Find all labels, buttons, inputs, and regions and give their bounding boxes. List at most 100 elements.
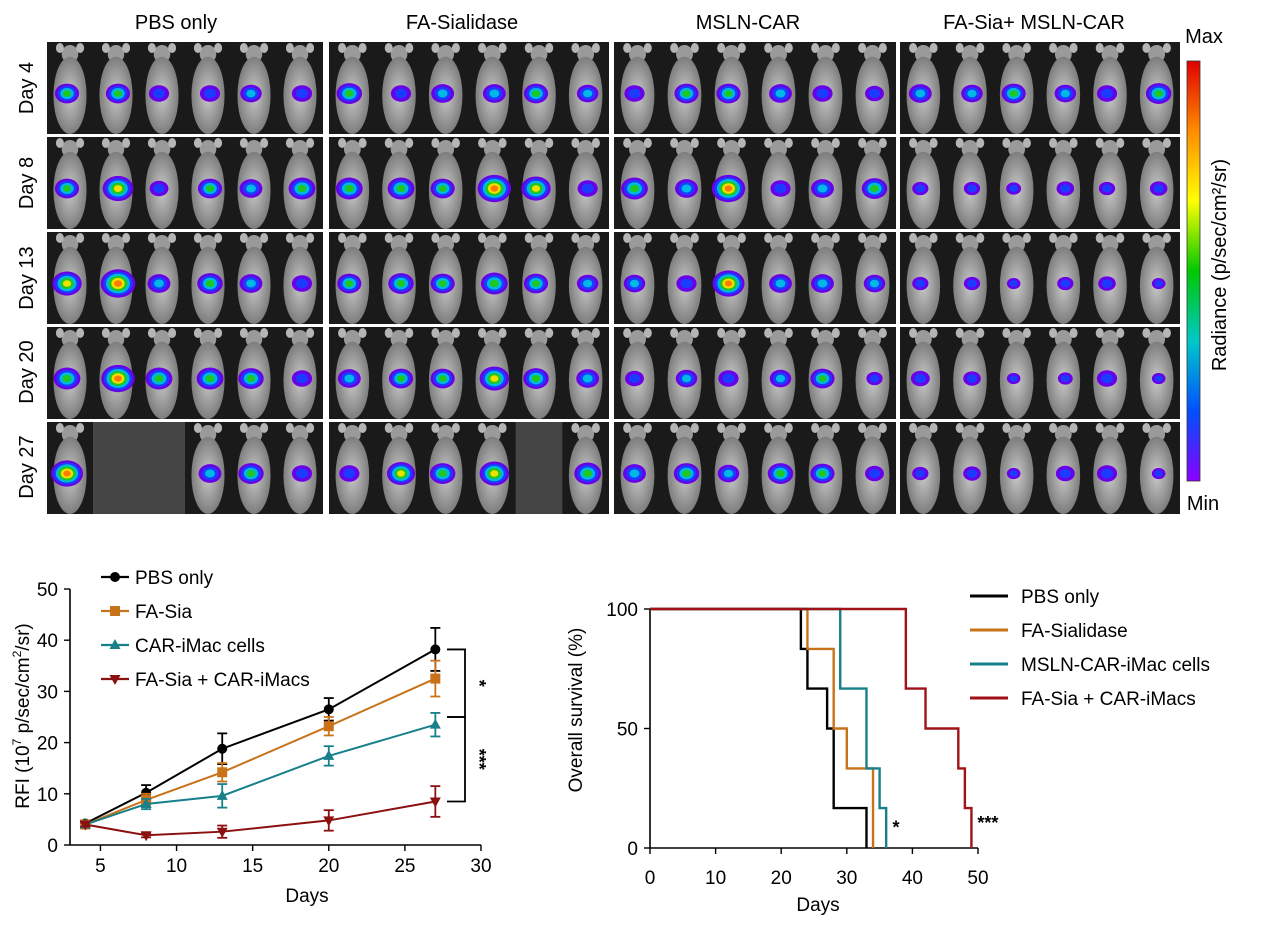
bioluminescence-signal (101, 364, 135, 393)
mouse-image (475, 328, 510, 419)
mouse-image (620, 233, 655, 324)
bioluminescence-signal (625, 370, 644, 387)
bioluminescence-signal (1151, 372, 1166, 385)
mouse-image (906, 328, 941, 419)
mouse-image (522, 233, 556, 324)
rfi-data-point (216, 789, 228, 800)
mouse-image (855, 138, 890, 229)
bioluminescence-signal (291, 275, 313, 292)
colorbar-max-label: Max (1185, 26, 1223, 48)
mouse-image (999, 43, 1034, 134)
bioluminescence-signal (477, 174, 512, 203)
mouse-image (953, 423, 987, 514)
mouse-image (237, 328, 271, 419)
bioluminescence-signal (576, 274, 599, 293)
mouse-image (1139, 328, 1174, 419)
radiance-colorbar: Max Min Radiance (p/sec/cm²/sr) (1185, 26, 1231, 515)
bioluminescence-signal (1096, 370, 1118, 387)
survival-legend-item: MSLN-CAR-iMac cells (970, 655, 1210, 676)
bioluminescence-signal (335, 177, 363, 200)
mouse-image (428, 233, 463, 324)
rfi-data-point (217, 767, 228, 778)
mouse-image (237, 43, 271, 134)
significance-label: *** (469, 749, 489, 770)
survival-x-tick-label: 10 (705, 868, 726, 889)
rfi-y-tick-label: 30 (37, 682, 58, 703)
bioluminescence-signal (197, 178, 223, 199)
survival-x-tick-label: 20 (771, 868, 792, 889)
mouse-image (855, 233, 890, 324)
bioluminescence-signal (912, 276, 929, 291)
bioluminescence-signal (239, 179, 263, 198)
bioluminescence-signal (479, 366, 510, 391)
mouse-image (953, 43, 987, 134)
mouse-image (1046, 423, 1081, 514)
bioluminescence-signal (523, 273, 549, 294)
rfi-legend-marker (109, 639, 121, 649)
rfi-x-tick-label: 20 (318, 856, 339, 877)
bioluminescence-signal (387, 177, 415, 200)
bioluminescence-signal (102, 175, 134, 202)
bioluminescence-signal (863, 274, 886, 293)
survival-legend-label: MSLN-CAR-iMac cells (1021, 655, 1210, 676)
rfi-data-point (216, 827, 228, 838)
mouse-image (1139, 138, 1174, 229)
mouse-image (283, 43, 317, 134)
imaging-cell (614, 327, 896, 419)
imaging-cell (614, 422, 896, 514)
mouse-image (714, 423, 749, 514)
bioluminescence-signal (576, 84, 599, 103)
bioluminescence-signal (1098, 276, 1116, 291)
bioluminescence-signal (908, 84, 932, 103)
mouse-image (283, 423, 317, 514)
bioluminescence-signal (912, 466, 929, 481)
mouse-image (953, 233, 987, 324)
bioluminescence-signal (430, 178, 455, 199)
rfi-data-point (79, 820, 91, 831)
survival-significance-label: * (892, 818, 899, 838)
rfi-legend-marker (110, 572, 120, 582)
mouse-image (335, 43, 370, 134)
bioluminescence-signal (1057, 372, 1073, 385)
mouse-image (620, 138, 655, 229)
survival-legend-item: FA-Sia + CAR-iMacs (970, 689, 1196, 710)
significance-bracket-line (447, 648, 466, 718)
imaging-cell (47, 327, 323, 419)
bioluminescence-signal (480, 272, 508, 295)
bioluminescence-signal (199, 85, 221, 102)
imaging-cell (329, 232, 609, 324)
mouse-image (52, 233, 87, 324)
bioluminescence-signal (865, 465, 884, 482)
bioluminescence-signal (1056, 181, 1075, 196)
mouse-image (382, 233, 416, 324)
survival-x-tick-label: 50 (967, 868, 988, 889)
bioluminescence-signal (811, 274, 834, 293)
mouse-image (667, 423, 702, 514)
imaging-cell (900, 137, 1180, 229)
mouse-image (283, 233, 317, 324)
mouse-image (568, 233, 603, 324)
day-label-27: Day 27 (16, 435, 38, 498)
mouse-image (855, 43, 890, 134)
survival-y-axis-label: Overall survival (%) (566, 628, 587, 793)
rfi-x-tick-label: 30 (470, 856, 491, 877)
survival-legend-label: PBS only (1021, 587, 1100, 608)
mouse-image (145, 328, 179, 419)
bioluminescence-signal (1001, 83, 1026, 104)
mouse-image (855, 328, 890, 419)
mouse-image (99, 328, 135, 419)
rfi-legend-label: PBS only (135, 568, 214, 589)
bioluminescence-signal (623, 464, 646, 483)
bioluminescence-signal (769, 274, 792, 293)
mouse-image (191, 328, 225, 419)
mouse-image (620, 328, 655, 419)
rfi-legend-item: CAR-iMac cells (101, 636, 265, 657)
bioluminescence-signal (1151, 277, 1166, 290)
mouse-image (667, 138, 702, 229)
bioluminescence-signal (430, 368, 455, 389)
bioluminescence-signal (1054, 84, 1077, 103)
bioluminescence-signal (1098, 181, 1116, 196)
imaging-cell (329, 422, 609, 514)
mouse-image (620, 43, 655, 134)
rfi-chart: RFI (107 p/sec/cm2/sr) Days 5 10 15 20 25 30 0… (10, 568, 492, 907)
